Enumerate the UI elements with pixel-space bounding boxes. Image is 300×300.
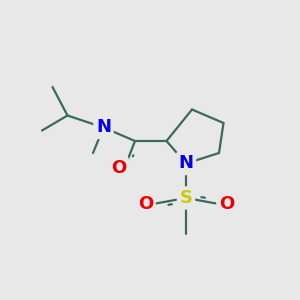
- Text: O: O: [219, 195, 234, 213]
- Text: O: O: [138, 195, 153, 213]
- Text: S: S: [179, 189, 193, 207]
- Text: O: O: [111, 159, 126, 177]
- Text: N: N: [178, 154, 194, 172]
- Text: N: N: [96, 118, 111, 136]
